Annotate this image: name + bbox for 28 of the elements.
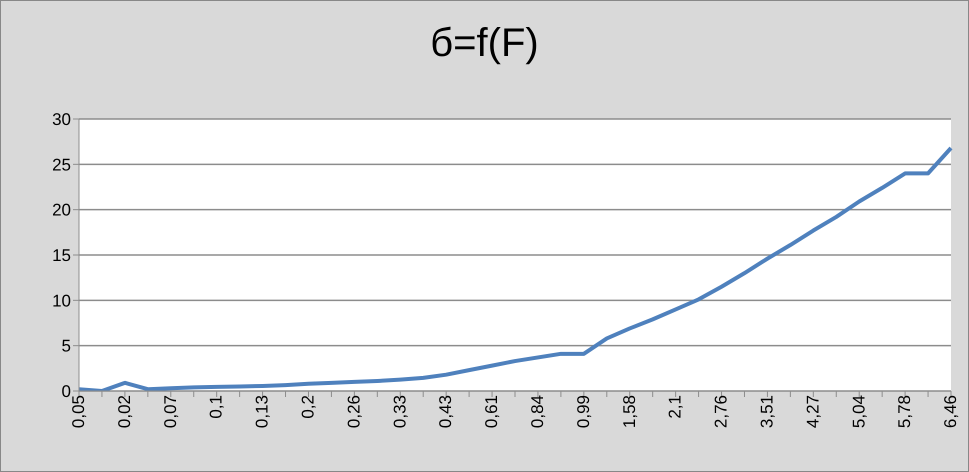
x-tick-label: 0,84 xyxy=(528,395,548,428)
x-tick-label: 0,2 xyxy=(298,395,318,419)
x-tick-label: 5,04 xyxy=(849,395,868,428)
y-tick-label: 25 xyxy=(52,155,71,174)
x-tick-label: 0,02 xyxy=(114,395,134,428)
x-tick-label: 6,46 xyxy=(941,395,960,428)
x-tick-label: 0,07 xyxy=(160,395,180,428)
chart-title: б=f(F) xyxy=(429,21,540,66)
x-tick-label: 0,26 xyxy=(344,395,364,428)
x-tick-label: 0,1 xyxy=(206,395,226,419)
y-tick-label: 10 xyxy=(52,291,71,310)
y-tick-label: 0 xyxy=(62,382,71,402)
x-tick-label: 1,58 xyxy=(620,395,639,428)
x-tick-label: 5,78 xyxy=(895,395,914,428)
x-tick-label: 0,33 xyxy=(390,395,410,428)
x-tick-label: 0,13 xyxy=(252,395,272,428)
y-tick-label: 30 xyxy=(52,110,71,130)
y-tick-label: 15 xyxy=(52,246,71,266)
x-tick-label: 4,27 xyxy=(803,395,822,428)
y-tick-label: 5 xyxy=(62,336,71,356)
x-tick-label: 0,05 xyxy=(69,395,88,428)
x-tick-label: 2,76 xyxy=(712,395,731,428)
y-tick-label: 20 xyxy=(52,200,71,220)
x-tick-label: 0,43 xyxy=(436,395,456,428)
x-tick-label: 0,61 xyxy=(482,395,502,428)
x-tick-label: 3,51 xyxy=(757,395,776,428)
x-tick-label: 2,1 xyxy=(666,395,685,419)
x-tick-label: 0,99 xyxy=(574,395,593,428)
